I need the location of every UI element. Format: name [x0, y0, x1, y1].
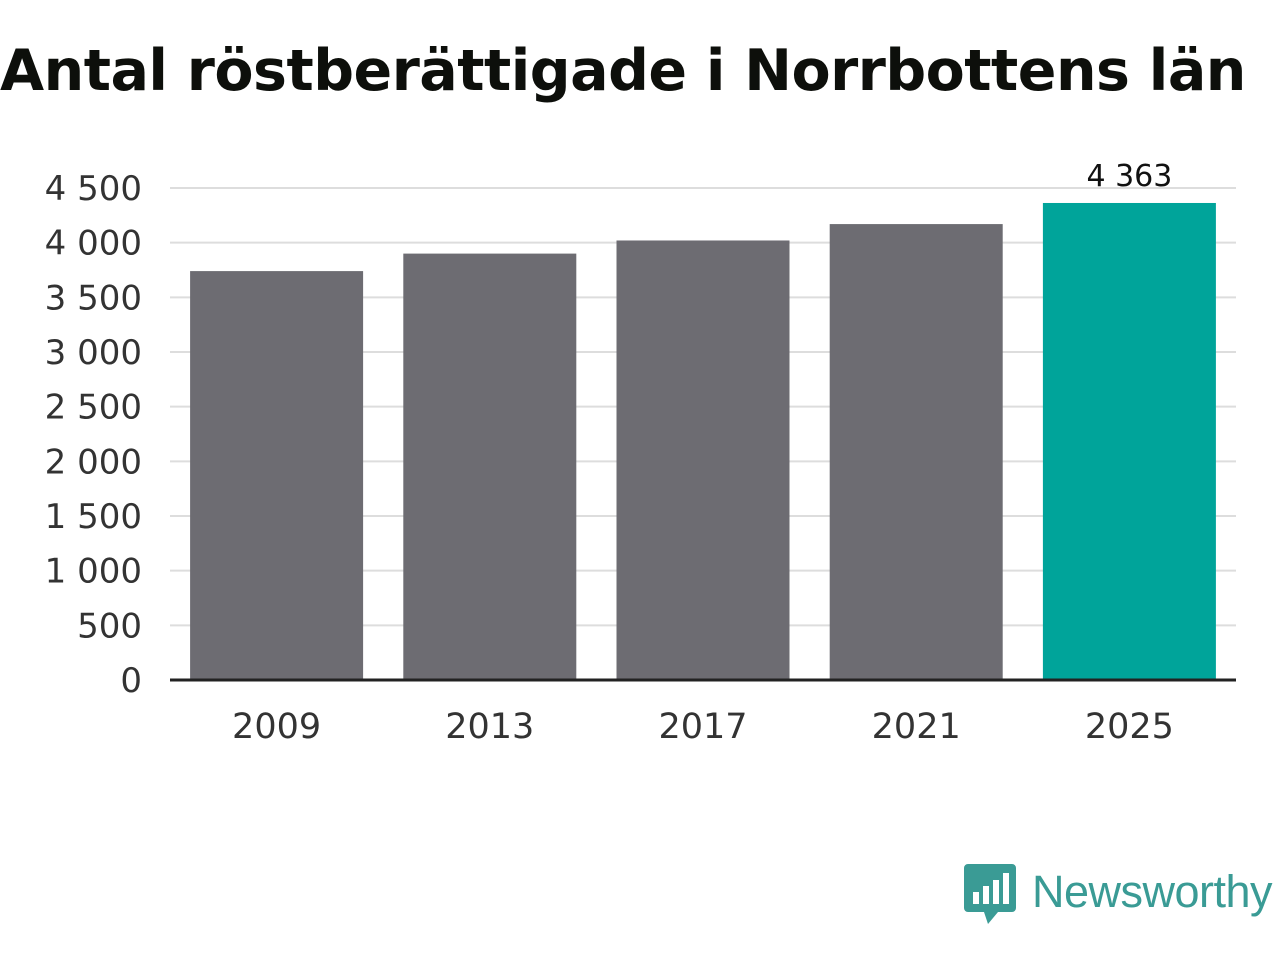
y-tick-label: 1 500 — [45, 497, 142, 537]
bars: 4 363 — [190, 159, 1216, 681]
x-tick-label: 2009 — [232, 707, 321, 747]
bar-2021 — [829, 224, 1003, 680]
y-tick-label: 2 000 — [45, 442, 142, 482]
y-tick-label: 0 — [120, 661, 142, 701]
bar-2017 — [616, 240, 790, 681]
newsworthy-logo-icon — [964, 864, 1016, 924]
y-tick-label: 4 500 — [45, 169, 142, 209]
chart-title: Antal röstberättigade i Norrbottens län — [0, 38, 1246, 104]
x-tick-label: 2017 — [658, 707, 747, 747]
bar-chart: 4 363 0 500 1 000 1 500 2 000 2 500 3 000 3 500… — [45, 159, 1236, 747]
x-tick-label: 2025 — [1085, 707, 1174, 747]
bar-2025 — [1042, 202, 1216, 680]
y-tick-label: 4 000 — [45, 224, 142, 264]
brand: Newsworthy — [964, 864, 1273, 928]
bar-2009 — [190, 271, 364, 680]
data-label: 4 363 — [1086, 159, 1172, 194]
y-tick-label: 3 500 — [45, 278, 142, 318]
bar-2013 — [403, 253, 577, 680]
axes: 0 500 1 000 1 500 2 000 2 500 3 000 3 500 4 000 4… — [45, 169, 1236, 747]
brand-name: Newsworthy — [1032, 866, 1273, 917]
x-tick-label: 2013 — [445, 707, 534, 747]
y-tick-label: 2 500 — [45, 388, 142, 428]
x-tick-label: 2021 — [872, 707, 961, 747]
y-tick-label: 500 — [77, 606, 142, 646]
y-tick-label: 3 000 — [45, 333, 142, 373]
y-tick-label: 1 000 — [45, 552, 142, 592]
